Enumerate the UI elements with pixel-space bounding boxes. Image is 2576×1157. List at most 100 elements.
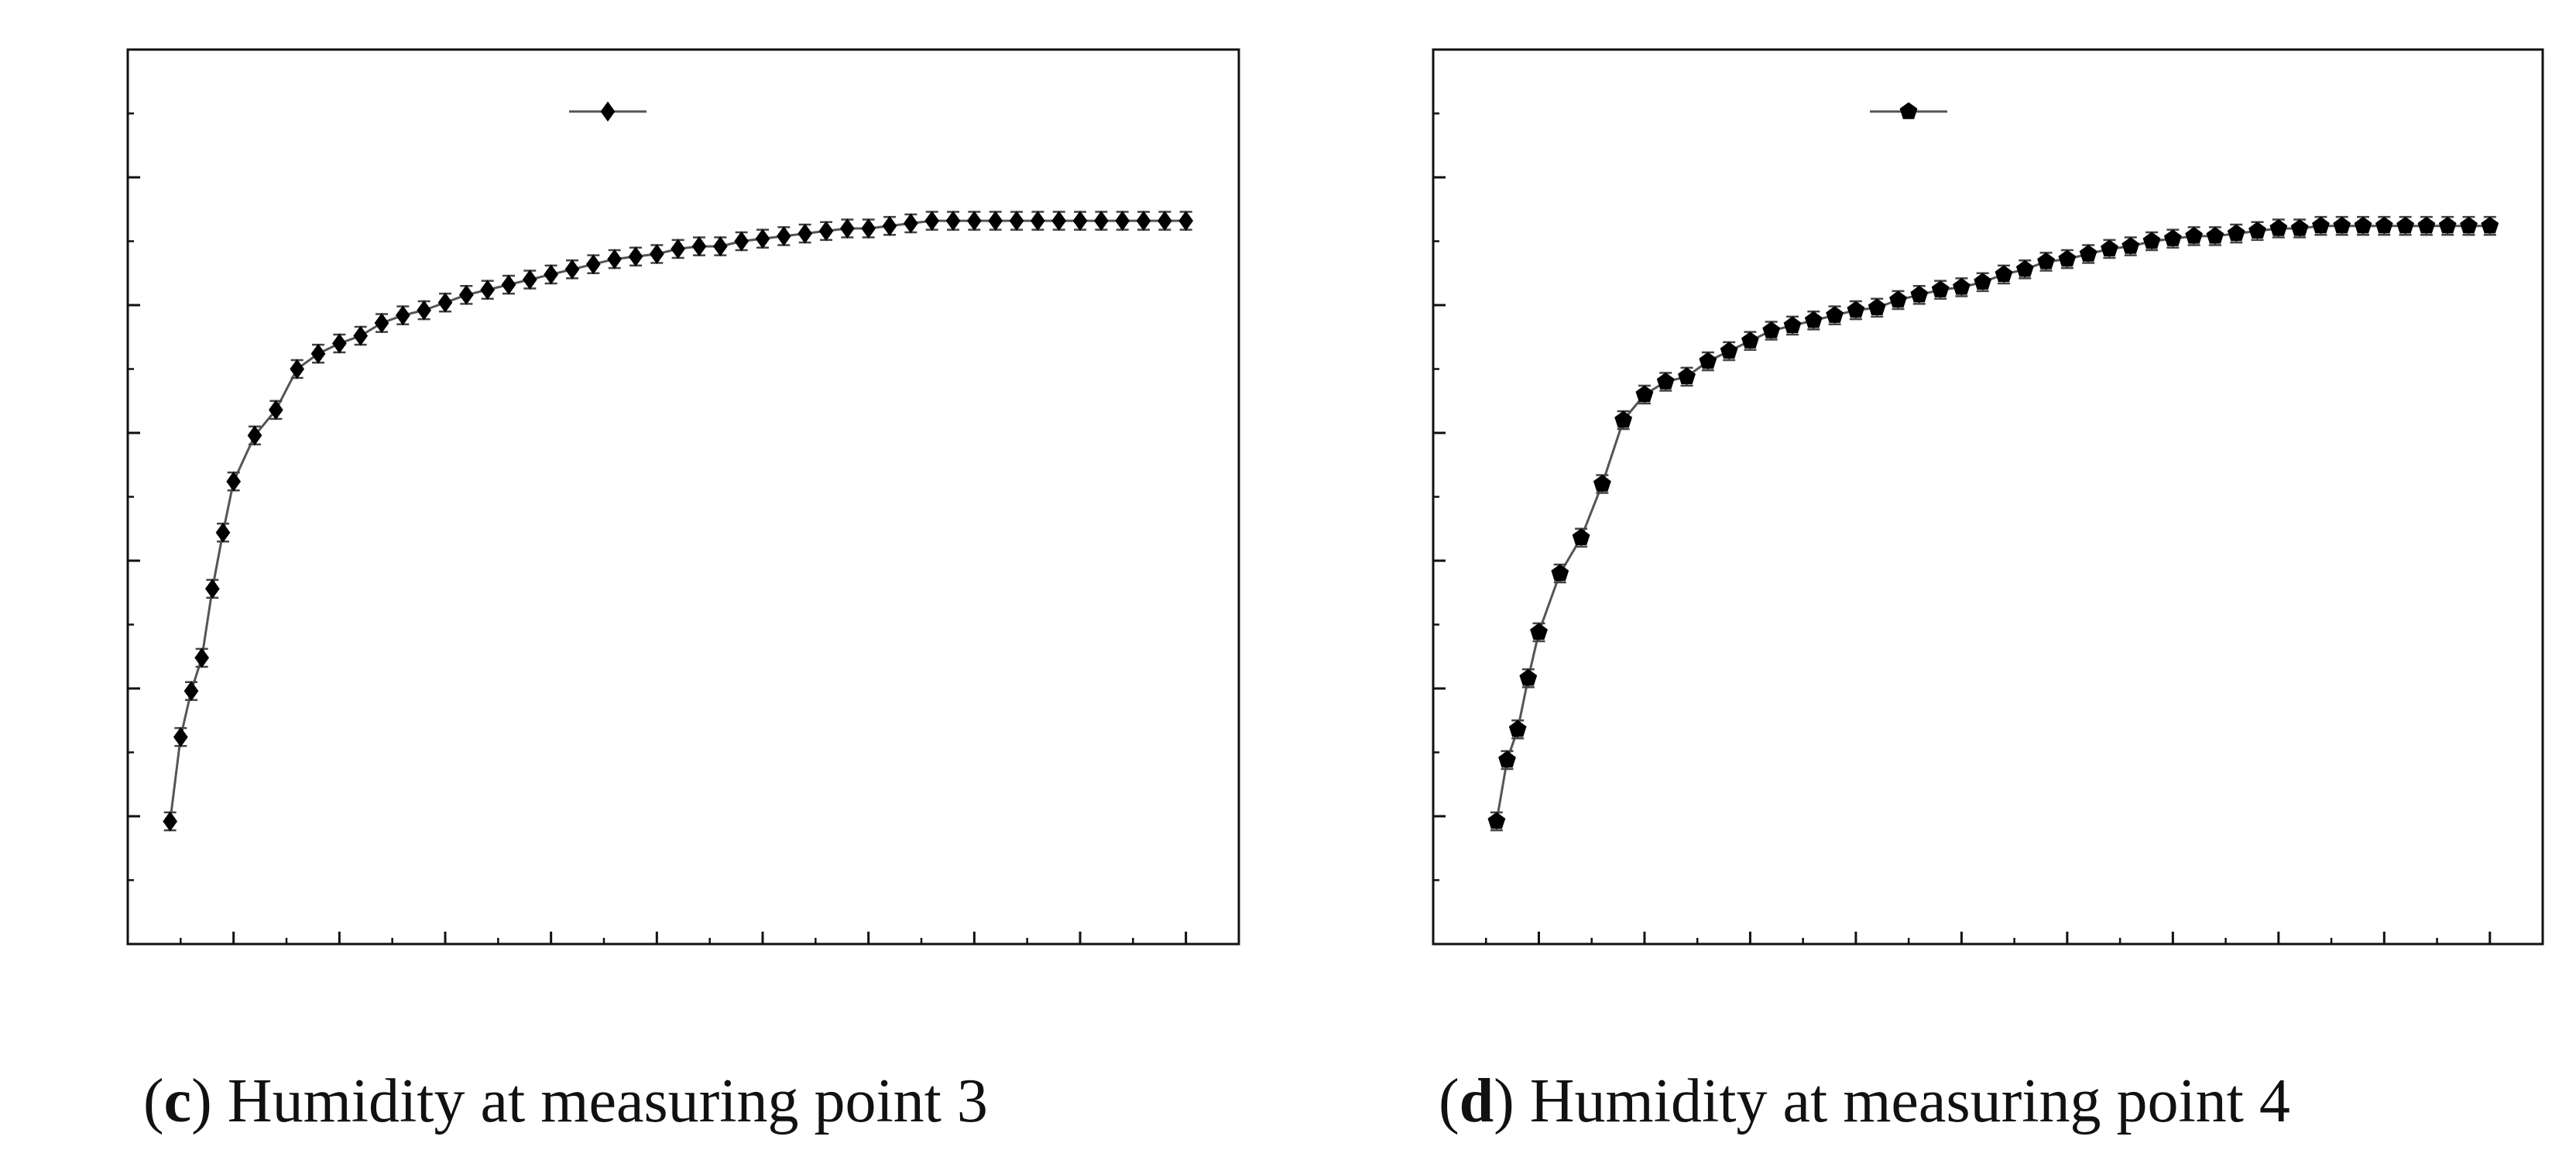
data-point [1783, 316, 1802, 334]
caption-letter: d [1460, 1067, 1494, 1135]
data-point [2015, 259, 2034, 277]
data-point [1051, 211, 1067, 232]
data-point [2417, 216, 2436, 234]
data-point [417, 300, 432, 321]
data-point [1093, 211, 1109, 232]
data-point [2122, 237, 2140, 254]
data-point [184, 681, 199, 702]
data-point [2185, 226, 2203, 244]
data-point [649, 244, 664, 264]
data-point [1572, 528, 1590, 545]
data-point [1656, 373, 1675, 390]
data-point [501, 274, 516, 295]
data-point [564, 259, 580, 280]
data-point [1115, 211, 1130, 232]
data-point [1519, 668, 1538, 686]
caption-close-paren: ) [191, 1067, 228, 1135]
data-point [2396, 216, 2414, 234]
data-point [1889, 290, 1907, 308]
data-point [734, 231, 749, 252]
data-point [1009, 211, 1024, 232]
data-point [458, 284, 474, 305]
data-point [163, 811, 178, 832]
data-point [2248, 221, 2266, 239]
caption-text: Humidity at measuring point 4 [1530, 1067, 2290, 1135]
data-point [2438, 216, 2457, 234]
data-point [945, 211, 961, 232]
chart-panel-d: (d) Humidity at measuring point 4 [1432, 48, 2544, 1135]
data-point [1508, 719, 1527, 737]
data-point [1974, 273, 1992, 290]
data-point [988, 211, 1003, 232]
data-point [331, 333, 347, 354]
data-point [671, 239, 686, 259]
data-point [1847, 300, 1865, 318]
data-point [480, 280, 496, 300]
data-point [1762, 321, 1781, 338]
data-point [2163, 229, 2182, 246]
data-point [903, 213, 918, 234]
data-point [353, 325, 369, 346]
data-point [268, 400, 283, 421]
data-point [2206, 226, 2224, 244]
data-point [522, 270, 537, 290]
data-point [1995, 265, 2013, 283]
data-point [290, 359, 305, 379]
data-point [1635, 385, 1654, 403]
data-point [2354, 216, 2372, 234]
series-line [169, 219, 1186, 822]
legend [569, 101, 647, 122]
chart-panel-c: (c) Humidity at measuring point 3 [126, 48, 1240, 1135]
data-point [1530, 623, 1548, 640]
data-point [2290, 219, 2309, 236]
data-point [1487, 812, 1506, 829]
data-point [1953, 277, 1971, 295]
legend-marker [1899, 102, 1918, 119]
data-point [1614, 410, 1633, 428]
data-point [2333, 216, 2351, 234]
caption-open-paren: ( [143, 1067, 164, 1135]
data-point [585, 254, 601, 275]
data-point [2227, 224, 2245, 242]
data-point [1699, 352, 1717, 369]
data-point [1931, 280, 1950, 297]
data-point [2312, 216, 2330, 234]
data-point [374, 313, 389, 334]
plot-frame [1432, 48, 2544, 946]
data-point [1720, 342, 1738, 359]
data-point [173, 726, 188, 747]
series-d [1487, 215, 2499, 832]
data-point [839, 218, 855, 239]
data-point [1157, 211, 1172, 232]
data-point [1826, 306, 1844, 323]
data-point [2101, 239, 2118, 257]
caption-letter: c [164, 1067, 192, 1135]
data-point [882, 215, 897, 236]
data-point [1678, 367, 1696, 385]
data-point [628, 246, 643, 267]
data-point [1910, 285, 1929, 303]
data-point [1498, 750, 1516, 768]
caption-close-paren: ) [1494, 1067, 1530, 1135]
data-point [2058, 249, 2077, 267]
data-point [818, 221, 834, 242]
data-point [712, 236, 728, 257]
data-point [1072, 211, 1088, 232]
data-point [691, 236, 707, 257]
data-point [2269, 219, 2288, 236]
panel-caption: (c) Humidity at measuring point 3 [143, 1067, 988, 1135]
data-point [861, 218, 876, 239]
data-point [215, 522, 231, 543]
data-point [2037, 252, 2055, 270]
plot-frame [126, 48, 1240, 946]
data-point [194, 647, 210, 668]
data-point [924, 211, 940, 232]
data-point [607, 249, 623, 270]
data-point [2079, 245, 2098, 262]
legend-marker [600, 101, 616, 122]
data-point [2481, 216, 2499, 234]
data-point [1030, 211, 1045, 232]
data-point [797, 223, 813, 244]
legend [1870, 102, 1947, 119]
